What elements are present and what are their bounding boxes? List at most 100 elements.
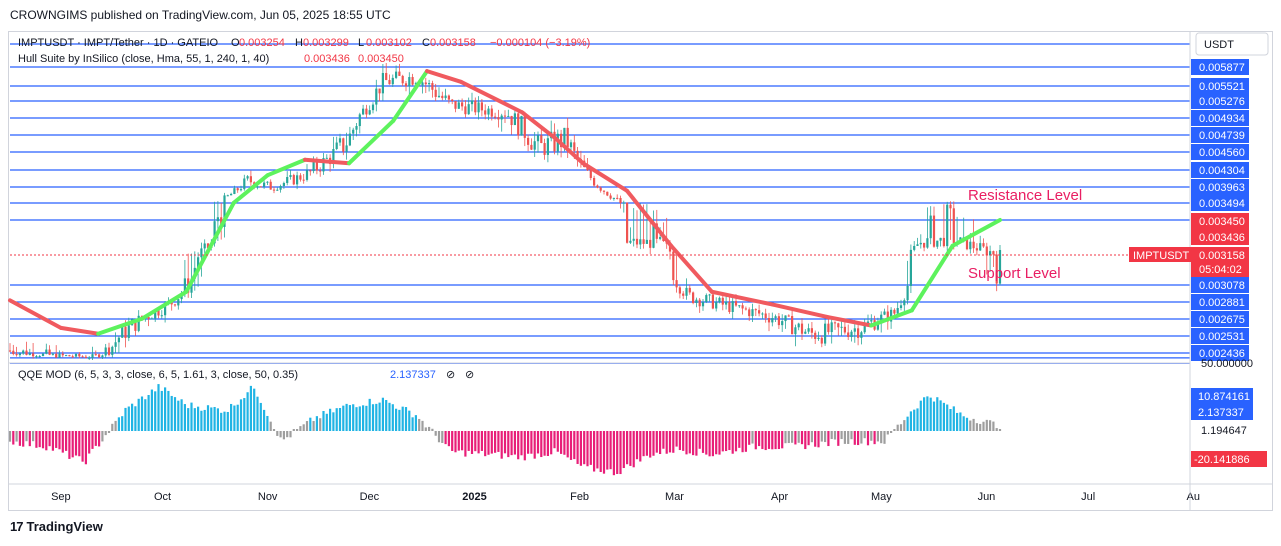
symbol-legend[interactable]: IMPTUSDT · IMPT/Tether · 1D · GATEIO O 0… [18,37,590,49]
qqe-bar [173,397,177,431]
qqe-bar [395,408,398,431]
candle [444,88,447,101]
qqe-bar [111,423,114,431]
symbol-label[interactable]: IMPTUSDT · IMPT/Tether · 1D · GATEIO [18,37,219,49]
qqe-bar [467,431,470,451]
hull-segment [8,298,63,330]
candle [474,97,477,116]
qqe-bar [596,431,599,469]
candle [12,344,15,356]
candle [632,208,635,247]
time-tick-label: Jul [1081,491,1095,503]
candle [919,234,922,249]
qqe-bar [177,400,180,431]
candle [781,314,784,332]
qqe-bar [629,431,632,466]
candle [98,353,101,359]
qqe-bar [738,431,741,448]
qqe-bar [424,427,427,431]
qqe-bar [170,395,173,431]
candle [464,100,467,118]
hull-segment [825,314,874,328]
qqe-bar [71,431,74,458]
candle [101,354,104,359]
candle [48,345,51,356]
qqe-bar [919,400,922,431]
qqe-bar [698,431,701,449]
price-badge [1191,247,1249,277]
qqe-bar [837,431,840,446]
qqe-bar [800,431,804,445]
qqe-bar [520,431,523,456]
qqe-bar [22,431,25,447]
tradingview-logo[interactable]: 17 TradingView [10,519,103,534]
tradingview-brand: TradingView [26,519,103,534]
qqe-bar [863,431,866,439]
eye-off-icon[interactable]: ⊘ [446,369,455,381]
qqe-bar [566,431,569,458]
candle [711,291,714,310]
candle [932,206,936,248]
currency-label[interactable]: USDT [1204,39,1234,51]
price-tick-label: 0.002531 [1199,331,1245,343]
qqe-indicator-label[interactable]: QQE MOD (6, 5, 3, 3, close, 6, 5, 1.61, … [18,369,298,381]
qqe-bar [533,431,536,459]
candle [385,63,388,81]
qqe-bar [210,407,213,431]
time-tick-label: Apr [771,491,788,503]
qqe-bar [616,431,619,474]
qqe-bar [668,431,672,453]
candle [609,193,612,200]
candle [794,324,797,347]
qqe-bar [794,431,797,445]
qqe-bar [926,396,929,431]
qqe-bar [734,431,738,452]
candle [58,350,61,359]
candle [833,321,837,330]
qqe-bar [276,431,279,436]
qqe-legend[interactable]: QQE MOD (6, 5, 3, 3, close, 6, 5, 1.61, … [18,369,474,381]
qqe-bar [553,431,556,449]
qqe-bar [362,405,365,431]
qqe-bar [494,431,497,453]
qqe-bar [602,431,606,474]
eye-off-icon[interactable]: ⊘ [465,369,474,381]
qqe-bar [437,431,441,443]
qqe-legend-value: 2.137337 [390,369,436,381]
candle [774,314,777,322]
chart-frame[interactable] [8,31,1273,511]
qqe-bar [230,403,233,431]
qqe-bar [312,421,315,431]
qqe-bar [45,431,48,451]
candle [243,174,246,191]
qqe-bar [322,411,325,431]
qqe-bar [543,431,546,456]
candle [437,87,441,98]
qqe-bar [540,431,543,458]
qqe-bar [982,421,985,431]
qqe-bar [200,410,203,431]
qqe-bar [91,431,94,449]
candle [421,79,424,94]
qqe-bar [744,431,747,452]
candle [820,335,823,348]
qqe-bar [302,424,305,431]
qqe-bar [767,431,771,449]
candle [309,169,312,176]
price-tick-badge [1191,78,1249,94]
qqe-bar [513,431,516,455]
price-tick-label: 0.004739 [1199,130,1245,142]
candle [758,304,761,317]
qqe-bar [969,420,972,431]
candle [754,308,757,317]
candle [371,102,375,114]
price-tick-label: 0.002881 [1199,297,1245,309]
price-tick-label: 0.002675 [1199,314,1245,326]
currency-box[interactable] [1195,32,1269,56]
qqe-bar [487,431,490,455]
hull-indicator-label[interactable]: Hull Suite by InSilico (close, Hma, 55, … [18,53,269,65]
candle [715,297,718,312]
hull-legend[interactable]: Hull Suite by InSilico (close, Hma, 55, … [18,53,404,65]
qqe-top-badge [1191,388,1253,404]
